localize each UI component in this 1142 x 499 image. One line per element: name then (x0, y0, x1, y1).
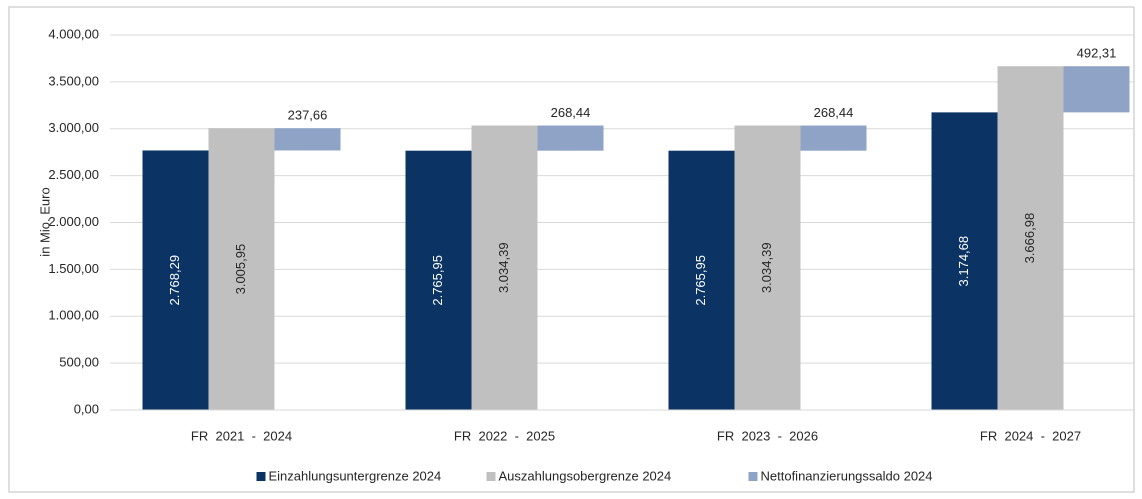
value-label: 268,44 (551, 105, 591, 120)
bar (142, 150, 209, 410)
y-axis-label: in Mio. Euro (37, 187, 52, 256)
legend-swatch (486, 472, 496, 481)
bar (471, 125, 538, 410)
y-tick-label: 4.000,00 (48, 26, 99, 41)
y-tick-label: 2.500,00 (48, 167, 99, 182)
value-label: 268,44 (814, 105, 854, 120)
y-tick-label: 0,00 (74, 401, 99, 416)
value-label: 2.765,95 (693, 255, 708, 306)
bar (405, 150, 472, 410)
bar (274, 128, 341, 151)
legend-label: Nettofinanzierungssaldo 2024 (761, 468, 933, 483)
y-tick-label: 500,00 (59, 355, 99, 370)
legend-swatch (256, 472, 266, 481)
value-label: 237,66 (288, 108, 328, 123)
bar (208, 128, 275, 410)
legend-swatch (748, 472, 758, 481)
x-tick-label: FR 2021 - 2024 (191, 428, 292, 443)
y-tick-label: 3.500,00 (48, 73, 99, 88)
y-tick-label: 1.500,00 (48, 261, 99, 276)
value-label: 2.768,29 (167, 255, 182, 306)
legend-label: Einzahlungsuntergrenze 2024 (269, 468, 442, 483)
value-label: 3.005,95 (233, 244, 248, 295)
value-label: 492,31 (1077, 46, 1117, 61)
x-tick-label: FR 2023 - 2026 (717, 428, 818, 443)
bar (800, 125, 867, 151)
legend-label: Auszahlungsobergrenze 2024 (499, 468, 672, 483)
x-tick-label: FR 2022 - 2025 (454, 428, 555, 443)
x-tick-label: FR 2024 - 2027 (980, 428, 1081, 443)
value-label: 3.174,68 (956, 236, 971, 287)
value-label: 2.765,95 (430, 255, 445, 306)
bar (931, 112, 998, 410)
y-tick-label: 2.000,00 (48, 214, 99, 229)
bar (734, 125, 801, 410)
y-tick-label: 1.000,00 (48, 308, 99, 323)
value-label: 3.666,98 (1022, 213, 1037, 264)
value-label: 3.034,39 (759, 242, 774, 293)
value-label: 3.034,39 (496, 242, 511, 293)
y-tick-label: 3.000,00 (48, 120, 99, 135)
bar (537, 125, 604, 151)
bar (1063, 66, 1130, 113)
bar (997, 66, 1064, 410)
bar (668, 150, 735, 410)
